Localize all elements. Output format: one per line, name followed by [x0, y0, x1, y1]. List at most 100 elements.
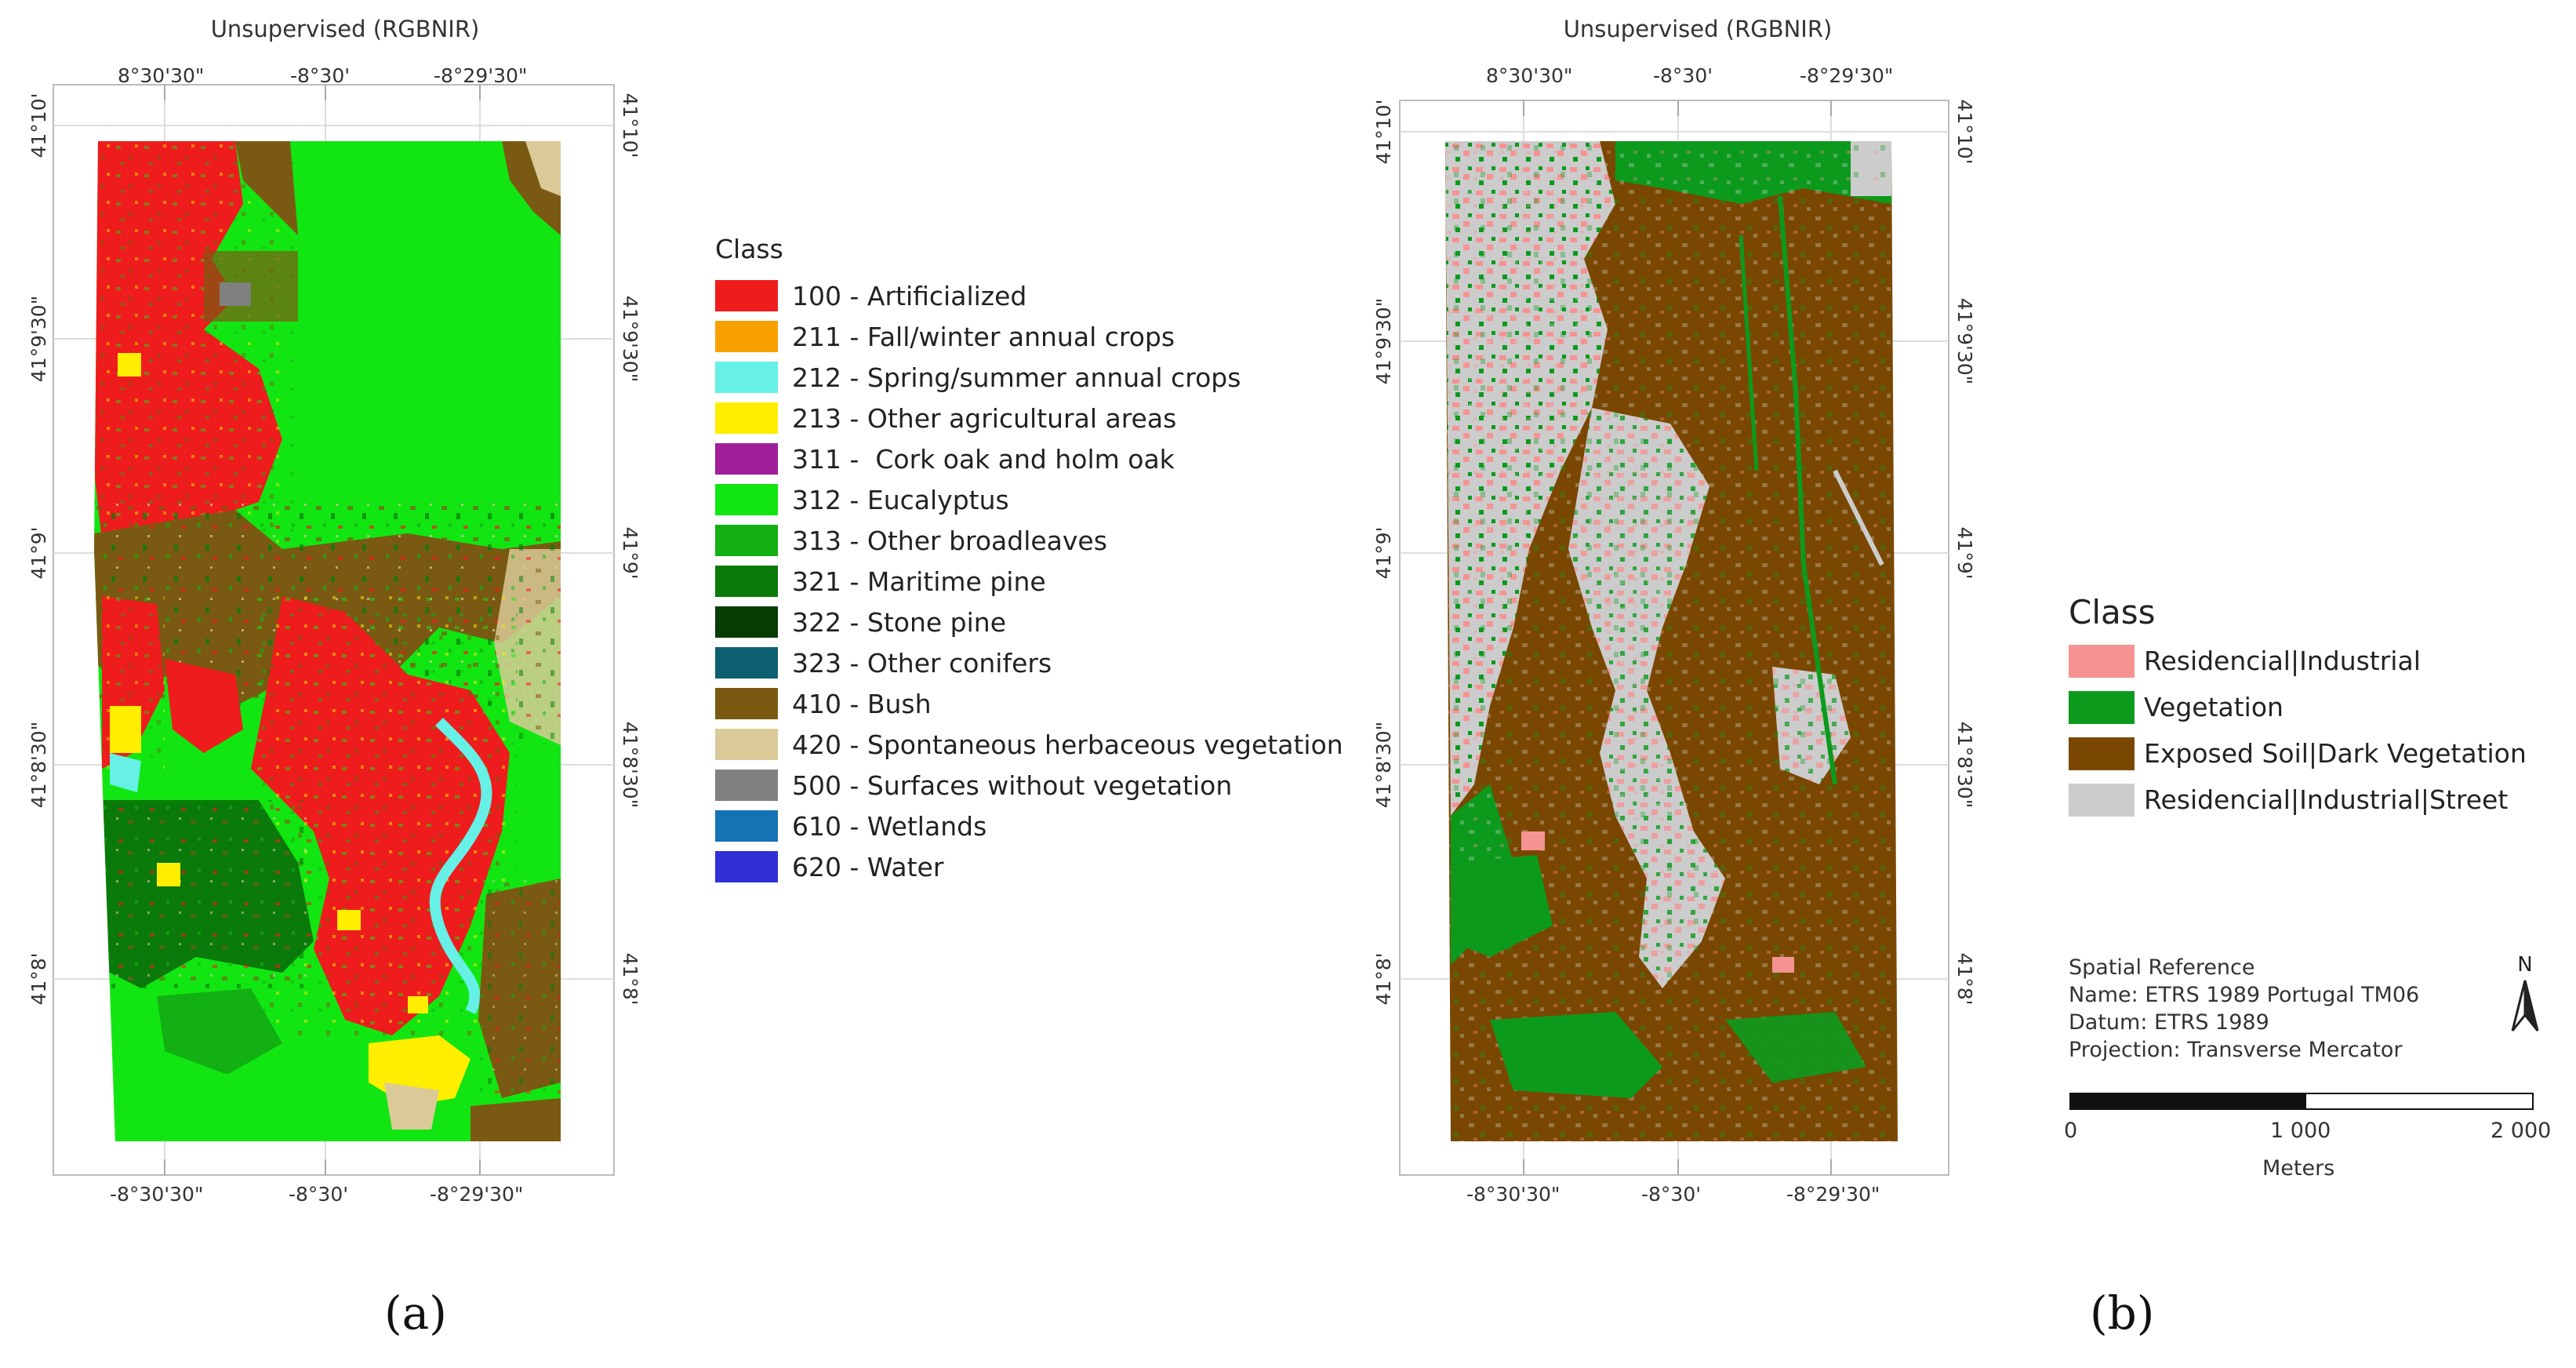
- legend-a-title: Class: [715, 234, 783, 264]
- scale-bar: [2069, 1093, 2534, 1110]
- legend-a: Class 100 - Artificialized 211 - Fall/win…: [715, 234, 1343, 887]
- spatial-reference-line: Projection: Transverse Mercator: [2069, 1038, 2403, 1062]
- legend-swatch: [715, 443, 778, 475]
- legend-label: 323 - Other conifers: [792, 647, 1052, 679]
- legend-item: 620 - Water: [715, 846, 1343, 887]
- legend-label: Residencial|Industrial: [2144, 646, 2421, 676]
- map-a-lat-right: 41°10': [619, 93, 641, 158]
- legend-label: 312 - Eucalyptus: [792, 484, 1009, 515]
- scale-label: 1 000: [2270, 1119, 2331, 1143]
- map-a-lat-left: 41°9'30": [27, 296, 50, 382]
- legend-swatch: [2069, 690, 2135, 724]
- map-a-lat-left: 41°10': [27, 93, 50, 158]
- legend-swatch: [2069, 644, 2135, 678]
- map-a-title: Unsupervised (RGBNIR): [210, 16, 480, 42]
- legend-label: 410 - Bush: [792, 688, 932, 719]
- map-a-lat-right: 41°8'30": [619, 722, 641, 808]
- legend-item: 500 - Surfaces without vegetation: [715, 765, 1343, 806]
- legend-label: 212 - Spring/summer annual crops: [792, 362, 1241, 393]
- legend-swatch: [715, 280, 778, 311]
- legend-swatch: [715, 810, 778, 842]
- legend-item: 211 - Fall/winter annual crops: [715, 316, 1343, 357]
- legend-item: 313 - Other broadleaves: [715, 520, 1343, 561]
- legend-swatch: [715, 688, 778, 719]
- legend-label: 322 - Stone pine: [792, 606, 1006, 638]
- map-b-lat-left: 41°8': [1372, 952, 1395, 1005]
- legend-swatch: [715, 606, 778, 638]
- map-b-lat-left: 41°9': [1372, 526, 1395, 579]
- map-b-raster: [1445, 141, 1898, 1141]
- map-b-lat-right: 41°10': [1953, 100, 1976, 165]
- scale-label: 0: [2064, 1119, 2078, 1143]
- legend-swatch: [715, 525, 778, 556]
- legend-b: Class Residencial|Industrial Vegetation Ex…: [2069, 593, 2527, 823]
- map-a-top-tick: -8°29'30": [434, 64, 528, 87]
- scale-unit: Meters: [2262, 1156, 2335, 1181]
- map-b: 41°10' 41°9'30" 41°9' 41°8'30" 41°8' 41°…: [1372, 100, 1976, 1176]
- legend-swatch: [715, 647, 778, 679]
- legend-label: 610 - Wetlands: [792, 810, 987, 842]
- legend-item: 420 - Spontaneous herbaceous vegetation: [715, 724, 1343, 765]
- map-b-lat-left: 41°9'30": [1372, 298, 1395, 384]
- legend-label: 500 - Surfaces without vegetation: [792, 770, 1233, 801]
- map-a-raster: [94, 141, 561, 1141]
- legend-swatch: [715, 484, 778, 515]
- legend-label: 213 - Other agricultural areas: [792, 402, 1177, 434]
- spatial-reference: Spatial Reference Name: ETRS 1989 Portug…: [2069, 954, 2419, 1064]
- map-b-lat-right: 41°8'30": [1953, 722, 1976, 808]
- legend-item: 212 - Spring/summer annual crops: [715, 357, 1343, 398]
- map-a-lat-right: 41°9'30": [619, 296, 641, 382]
- spatial-reference-line: Spatial Reference: [2069, 955, 2255, 980]
- map-a-top-tick: -8°30': [290, 64, 351, 87]
- legend-swatch: [2069, 783, 2135, 817]
- legend-label: 311 - Cork oak and holm oak: [792, 443, 1175, 475]
- legend-label: 620 - Water: [792, 851, 944, 882]
- legend-label: Exposed Soil|Dark Vegetation: [2144, 738, 2527, 769]
- map-a-bottom-tick: -8°29'30": [430, 1183, 524, 1206]
- legend-item: Residencial|Industrial|Street: [2069, 777, 2527, 823]
- map-a-bottom-tick: -8°30'30": [110, 1183, 204, 1206]
- legend-item: 213 - Other agricultural areas: [715, 398, 1343, 438]
- map-a-top-tick: 8°30'30": [118, 64, 205, 87]
- panel-label-b: (b): [2090, 1286, 2155, 1340]
- legend-item: Exposed Soil|Dark Vegetation: [2069, 730, 2527, 777]
- map-a-lat-ticks: 41°10' 41°9'30" 41°9' 41°8'30" 41°8' 41°…: [27, 93, 641, 1006]
- legend-label: Vegetation: [2144, 692, 2284, 722]
- map-b-bottom-tick: -8°30'30": [1466, 1183, 1560, 1206]
- map-b-top-tick: -8°30': [1653, 64, 1713, 87]
- legend-swatch: [715, 321, 778, 352]
- map-a-lat-right: 41°9': [619, 526, 641, 579]
- scale-label: 2 000: [2491, 1119, 2552, 1143]
- legend-swatch: [715, 729, 778, 760]
- legend-swatch: [715, 770, 778, 801]
- legend-item: 322 - Stone pine: [715, 602, 1343, 642]
- legend-swatch: [715, 851, 778, 882]
- map-b-bottom-tick: -8°30': [1641, 1183, 1702, 1206]
- legend-item: 610 - Wetlands: [715, 806, 1343, 846]
- legend-item: 100 - Artificialized: [715, 275, 1343, 316]
- legend-swatch: [715, 362, 778, 393]
- map-a-lat-left: 41°9': [27, 526, 50, 579]
- legend-b-title: Class: [2069, 593, 2156, 631]
- map-b-top-tick: 8°30'30": [1486, 64, 1573, 87]
- map-b-title: Unsupervised (RGBNIR): [1563, 16, 1833, 42]
- north-label: N: [2517, 953, 2532, 977]
- map-a-bottom-tick: -8°30': [289, 1183, 349, 1206]
- legend-swatch: [2069, 737, 2135, 770]
- map-a: [53, 84, 615, 1176]
- north-arrow-icon: N: [2511, 953, 2539, 1031]
- legend-item: Residencial|Industrial: [2069, 638, 2527, 684]
- legend-item: 323 - Other conifers: [715, 642, 1343, 683]
- spatial-reference-line: Datum: ETRS 1989: [2069, 1010, 2269, 1035]
- map-a-lat-left: 41°8'30": [27, 722, 50, 808]
- spatial-reference-line: Name: ETRS 1989 Portugal TM06: [2069, 983, 2420, 1007]
- legend-item: 311 - Cork oak and holm oak: [715, 438, 1343, 479]
- map-b-lat-left: 41°10': [1372, 100, 1395, 165]
- map-b-lat-right: 41°9'30": [1953, 298, 1976, 384]
- legend-label: 420 - Spontaneous herbaceous vegetation: [792, 729, 1343, 760]
- map-a-lat-left: 41°8': [27, 952, 50, 1005]
- legend-swatch: [715, 402, 778, 434]
- legend-label: 100 - Artificialized: [792, 280, 1027, 311]
- map-b-lat-right: 41°8': [1953, 952, 1976, 1005]
- legend-label: 313 - Other broadleaves: [792, 525, 1107, 556]
